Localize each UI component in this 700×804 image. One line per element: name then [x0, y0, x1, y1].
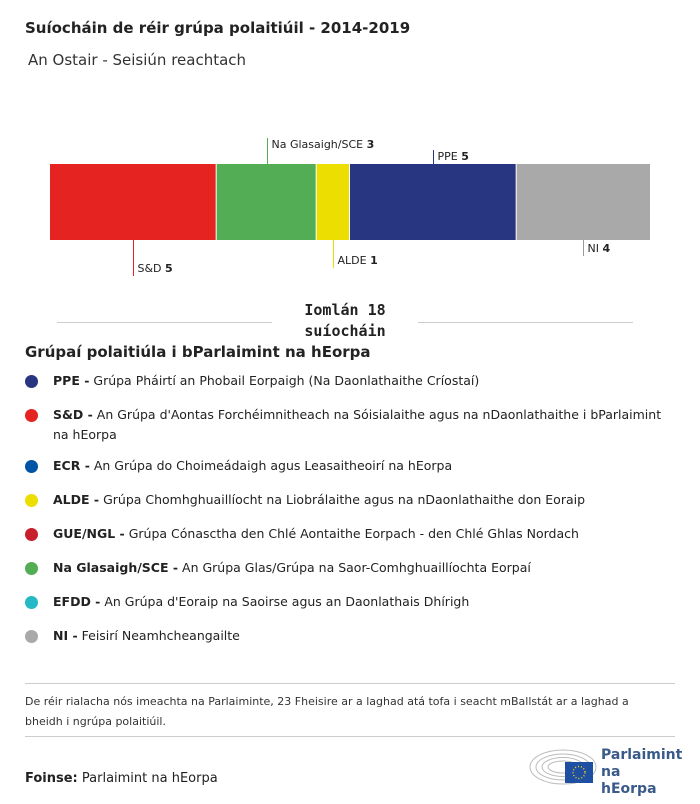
- stacked-seat-bar: S&D 5 Na Glasaigh/SCE 3 ALDE 1 PPE 5 NI 4: [50, 138, 650, 276]
- total-line-2: suíocháin: [304, 322, 386, 340]
- legend-name: An Grúpa do Choimeádaigh agus Leasaitheo…: [89, 458, 453, 473]
- segment-name: NI: [588, 242, 603, 255]
- legend-text: PPE - Grúpa Pháirtí an Phobail Eorpaigh …: [53, 371, 673, 391]
- european-parliament-logo: Parlaimint na hEorpa: [529, 745, 682, 797]
- bar-segment-ppe: [350, 164, 516, 240]
- legend-dot-icon: [25, 460, 38, 473]
- legend-dot-icon: [25, 409, 38, 422]
- segment-value: 3: [367, 138, 375, 151]
- legend-abbr: EFDD -: [53, 594, 101, 609]
- legend-name: Feisirí Neamhcheangailte: [77, 628, 240, 643]
- legend-dot-icon: [25, 596, 38, 609]
- legend-text: Na Glasaigh/SCE - An Grúpa Glas/Grúpa na…: [53, 558, 673, 578]
- segment-name: S&D: [138, 262, 166, 275]
- segment-label-na-glasaigh-sce: Na Glasaigh/SCE 3: [272, 138, 375, 151]
- legend-text: ALDE - Grúpa Chomhghuaillíocht na Liobrá…: [53, 490, 673, 510]
- segment-label-s-d: S&D 5: [138, 262, 173, 275]
- divider: [57, 322, 272, 323]
- legend-name: Grúpa Chomhghuaillíocht na Liobrálaithe …: [99, 492, 586, 507]
- legend-name: Grúpa Pháirtí an Phobail Eorpaigh (Na Da…: [89, 373, 480, 388]
- legend-abbr: PPE -: [53, 373, 90, 388]
- segment-value: 4: [602, 242, 610, 255]
- legend-text: GUE/NGL - Grúpa Cónasctha den Chlé Aonta…: [53, 524, 673, 544]
- chart-title: Suíocháin de réir grúpa polaitiúil - 201…: [25, 19, 411, 37]
- divider: [25, 736, 675, 737]
- legend-dot-icon: [25, 630, 38, 643]
- legend-abbr: ECR -: [53, 458, 90, 473]
- legend-abbr: ALDE -: [53, 492, 100, 507]
- legend-dot-icon: [25, 494, 38, 507]
- bar-segment-ni: [516, 164, 650, 240]
- legend-name: Grúpa Cónasctha den Chlé Aontaithe Eorpa…: [124, 526, 579, 541]
- bar-segment-alde: [316, 164, 349, 240]
- hemicycle-flag-icon: [529, 749, 597, 785]
- logo-text: Parlaimint na hEorpa: [601, 747, 683, 797]
- divider: [418, 322, 633, 323]
- legend-dot-icon: [25, 528, 38, 541]
- segment-value: 5: [165, 262, 173, 275]
- divider: [25, 683, 675, 684]
- legend-name: An Grúpa d'Eoraip na Saoirse agus an Dao…: [100, 594, 470, 609]
- source-value: Parlaimint na hEorpa: [81, 771, 218, 786]
- source: Foinse: Parlaimint na hEorpa: [25, 771, 218, 786]
- segment-name: PPE: [438, 150, 462, 163]
- segment-value: 5: [461, 150, 469, 163]
- legend-name: An Grúpa d'Aontas Forchéimnitheach na Só…: [53, 407, 662, 442]
- legend-text: ECR - An Grúpa do Choimeádaigh agus Leas…: [53, 456, 673, 476]
- segment-value: 1: [370, 254, 378, 267]
- legend-abbr: GUE/NGL -: [53, 526, 125, 541]
- legend-abbr: NI -: [53, 628, 78, 643]
- legend-dot-icon: [25, 562, 38, 575]
- legend-abbr: Na Glasaigh/SCE -: [53, 560, 179, 575]
- legend-text: S&D - An Grúpa d'Aontas Forchéimnitheach…: [53, 405, 673, 445]
- legend-dot-icon: [25, 375, 38, 388]
- legend-abbr: S&D -: [53, 407, 93, 422]
- segment-label-ppe: PPE 5: [438, 150, 469, 163]
- segment-name: Na Glasaigh/SCE: [272, 138, 367, 151]
- segment-name: ALDE: [338, 254, 371, 267]
- chart-subtitle: An Ostair - Seisiún reachtach: [28, 51, 247, 69]
- total-line-1: Iomlán 18: [304, 301, 386, 319]
- legend-name: An Grúpa Glas/Grúpa na Saor-Comhghuaillí…: [178, 560, 531, 575]
- source-label: Foinse:: [25, 771, 78, 786]
- segment-label-alde: ALDE 1: [338, 254, 378, 267]
- legend-title: Grúpaí polaitiúla i bParlaimint na hEorp…: [25, 343, 371, 361]
- bar-segment-na-glasaigh-sce: [216, 164, 316, 240]
- footnote: De réir rialacha nós imeachta na Parlaim…: [25, 695, 629, 728]
- legend-text: NI - Feisirí Neamhcheangailte: [53, 626, 673, 646]
- total-seats: Iomlán 18 suíocháin: [270, 300, 420, 342]
- bar-segment-s-d: [50, 164, 216, 240]
- segment-label-ni: NI 4: [588, 242, 611, 255]
- legend-text: EFDD - An Grúpa d'Eoraip na Saoirse agus…: [53, 592, 673, 612]
